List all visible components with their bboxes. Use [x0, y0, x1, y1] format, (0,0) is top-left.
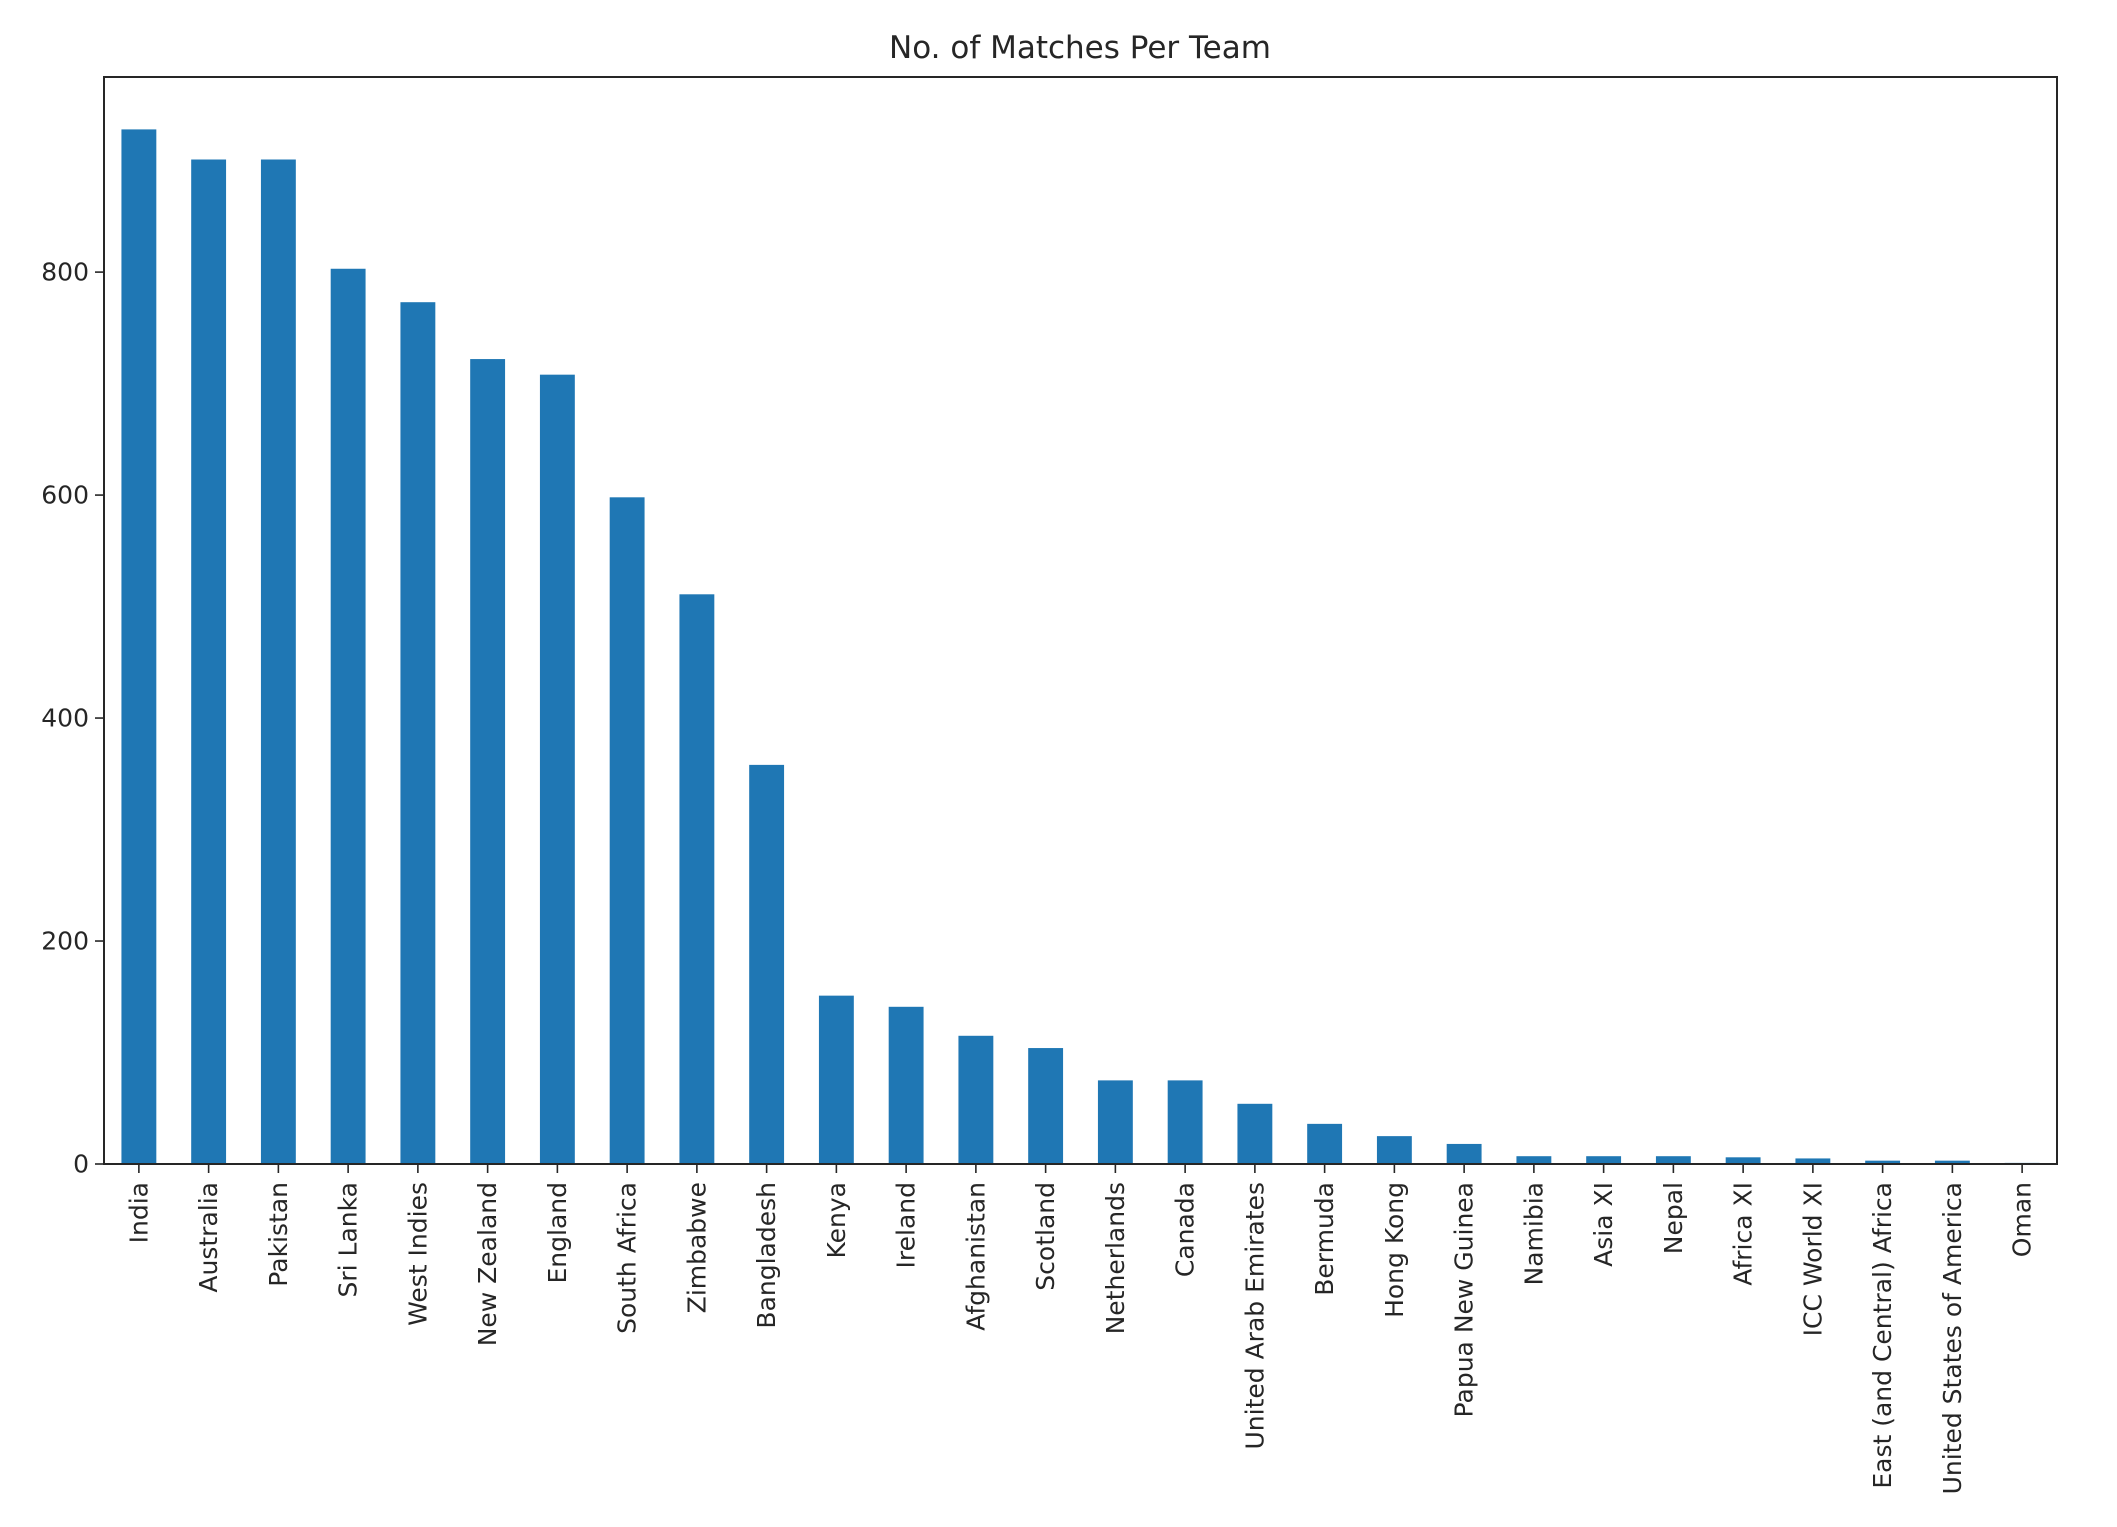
- x-tick-label: Hong Kong: [1380, 1182, 1409, 1318]
- x-tick-label: ICC World XI: [1798, 1182, 1827, 1336]
- bar-canada: [1167, 1080, 1203, 1164]
- x-tick-label: England: [543, 1182, 572, 1284]
- x-tick-label: Ireland: [892, 1182, 921, 1268]
- bar-afghanistan: [958, 1035, 994, 1164]
- bar-africa-xi: [1725, 1157, 1761, 1164]
- chart-title: No. of Matches Per Team: [889, 30, 1271, 66]
- x-tick-label: Namibia: [1519, 1182, 1548, 1285]
- y-tick-label: 200: [41, 927, 89, 956]
- bar-bangladesh: [749, 764, 785, 1164]
- x-tick-label: Bermuda: [1310, 1182, 1339, 1296]
- y-tick-label: 800: [41, 258, 89, 287]
- x-tick-label: Canada: [1171, 1182, 1200, 1277]
- x-tick-label: United States of America: [1938, 1182, 1967, 1494]
- x-tick-label: Scotland: [1031, 1182, 1060, 1291]
- bar-united-states-of-america: [1934, 1160, 1970, 1164]
- bar-zimbabwe: [679, 594, 715, 1164]
- x-axis: India Australia Pakistan Sri Lanka West Indi…: [124, 1164, 2037, 1494]
- bar-pakistan: [260, 159, 296, 1164]
- bar-east-and-central-africa: [1865, 1160, 1901, 1164]
- bar-ireland: [888, 1006, 924, 1164]
- bar-icc-world-xi: [1795, 1158, 1831, 1164]
- x-tick-label: New Zealand: [473, 1182, 502, 1346]
- x-tick-label: South Africa: [613, 1182, 642, 1334]
- bar-united-arab-emirates: [1237, 1103, 1273, 1164]
- bar-england: [539, 374, 575, 1164]
- bar-south-africa: [609, 497, 645, 1164]
- x-tick-label: Asia XI: [1589, 1182, 1618, 1267]
- bar-bermuda: [1307, 1123, 1343, 1164]
- bar-sri-lanka: [330, 268, 366, 1164]
- x-tick-label: Papua New Guinea: [1450, 1182, 1479, 1417]
- bar-namibia: [1516, 1156, 1552, 1164]
- x-tick-label: Pakistan: [264, 1182, 293, 1287]
- bar-papua-new-guinea: [1446, 1143, 1482, 1164]
- x-tick-label: Oman: [2008, 1182, 2037, 1257]
- x-tick-label: East (and Central) Africa: [1868, 1182, 1897, 1489]
- bar-west-indies: [400, 302, 436, 1164]
- x-tick-label: Sri Lanka: [334, 1182, 363, 1298]
- bar-scotland: [1028, 1048, 1064, 1164]
- x-tick-label: Zimbabwe: [682, 1182, 711, 1313]
- y-tick-label: 400: [41, 704, 89, 733]
- bar-australia: [191, 159, 227, 1164]
- x-tick-label: India: [124, 1182, 153, 1243]
- y-axis: 0 200 400 600 800: [41, 258, 104, 1179]
- bar-netherlands: [1097, 1080, 1133, 1164]
- x-tick-label: Africa XI: [1729, 1182, 1758, 1286]
- bar-india: [121, 129, 157, 1164]
- x-tick-label: Kenya: [822, 1182, 851, 1259]
- bars-layer: [121, 129, 2040, 1164]
- axes-frame: [103, 76, 2058, 1165]
- x-tick-label: Afghanistan: [961, 1182, 990, 1331]
- y-tick-label: 0: [73, 1150, 89, 1179]
- x-tick-label: Netherlands: [1101, 1182, 1130, 1334]
- bar-hong-kong: [1376, 1136, 1412, 1164]
- x-tick-label: Nepal: [1659, 1182, 1688, 1254]
- bar-kenya: [818, 995, 854, 1164]
- x-tick-label: West Indies: [403, 1182, 432, 1326]
- y-tick-label: 600: [41, 481, 89, 510]
- bar-asia-xi: [1586, 1156, 1622, 1164]
- x-tick-label: Australia: [194, 1182, 223, 1293]
- bar-nepal: [1655, 1156, 1691, 1164]
- x-tick-label: Bangladesh: [752, 1182, 781, 1329]
- bar-new-zealand: [470, 359, 506, 1164]
- x-tick-label: United Arab Emirates: [1240, 1182, 1269, 1450]
